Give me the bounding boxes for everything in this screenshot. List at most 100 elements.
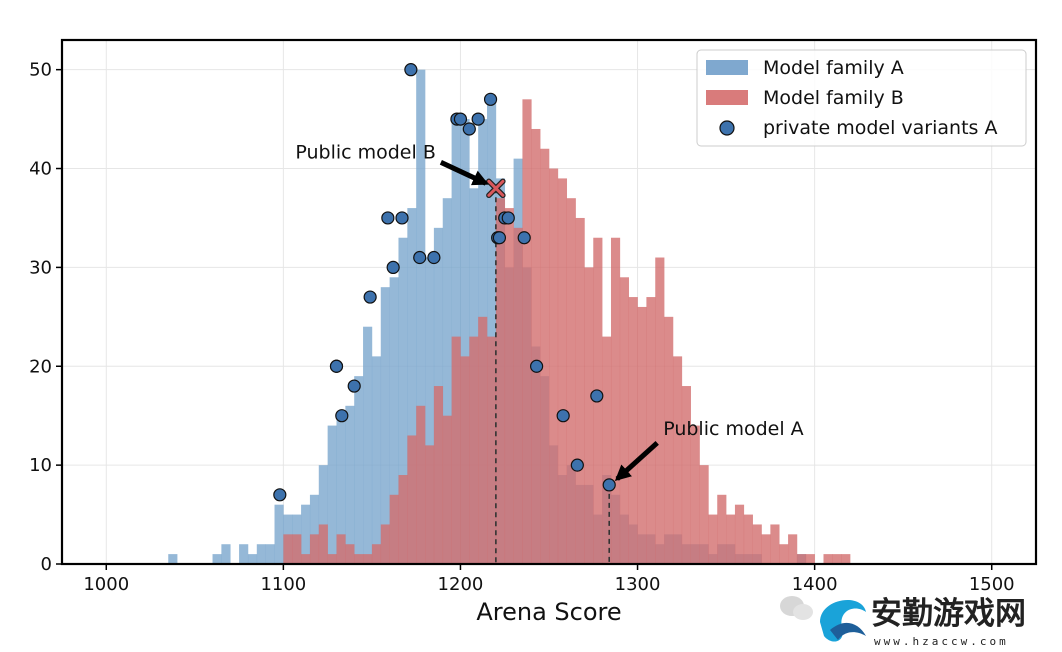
x-tick-label: 1000 — [83, 574, 129, 595]
private-variant-point — [590, 389, 604, 403]
family-b-bar — [549, 168, 559, 564]
family-b-bar — [460, 356, 470, 564]
private-variant-point — [395, 211, 409, 225]
family-b-bar — [610, 237, 621, 565]
legend-swatch — [706, 60, 748, 75]
family-b-bar — [487, 336, 497, 564]
x-axis-label: Arena Score — [476, 598, 621, 626]
family-b-bar — [557, 178, 568, 564]
legend: Model family A Model family B private mode… — [696, 49, 1027, 147]
family-b-bar — [779, 544, 789, 564]
legend-marker — [719, 120, 735, 136]
family-b-bar — [681, 386, 691, 564]
watermark-logo-swoosh — [830, 622, 866, 640]
family-b-bar — [699, 465, 709, 564]
y-tick-label: 40 — [29, 159, 52, 180]
x-tick-label: 1300 — [615, 574, 661, 595]
family-b-bar — [371, 544, 382, 564]
family-b-bar — [841, 554, 851, 564]
family-a-bar — [380, 287, 390, 564]
family-b-bar — [380, 524, 390, 564]
family-b-bar — [336, 534, 346, 564]
private-variant-point — [404, 63, 418, 77]
y-tick-label: 50 — [29, 60, 52, 81]
family-b-bar — [407, 435, 417, 564]
family-a-bar — [265, 544, 275, 564]
family-b-bar — [433, 386, 444, 564]
family-a-bar — [327, 425, 337, 564]
family-a-bar — [345, 405, 355, 564]
family-b-bar — [469, 336, 479, 564]
y-tick-label: 10 — [29, 455, 52, 476]
private-variant-point — [501, 211, 515, 225]
public-model-a-label: Public model A — [663, 418, 803, 440]
family-b-bar — [283, 534, 293, 564]
family-a-bar — [336, 415, 346, 564]
family-a-bar — [247, 554, 258, 564]
family-a-bar — [371, 356, 382, 564]
private-variant-point — [530, 359, 544, 373]
family-a-bar — [416, 69, 426, 565]
family-b-bar — [708, 514, 718, 564]
family-a-bar — [363, 326, 373, 564]
private-variant-points — [273, 63, 616, 502]
family-a-bar — [309, 494, 320, 564]
family-a-bar — [389, 277, 399, 564]
family-b-bar — [301, 554, 311, 564]
private-variant-point — [329, 359, 344, 373]
family-b-bar — [637, 306, 647, 564]
family-b-bar — [416, 405, 426, 564]
family-b-bar — [495, 198, 506, 565]
family-b-bar — [318, 524, 328, 564]
family-b-bar — [513, 227, 523, 564]
private-variant-point — [347, 379, 361, 393]
annotations: Public model B Public model A — [295, 141, 804, 482]
reference-lines — [495, 188, 611, 564]
family-a-bar — [354, 376, 364, 564]
private-variant-point — [335, 409, 349, 423]
family-b-bar — [770, 524, 780, 564]
family-b-bar — [398, 475, 408, 564]
family-b-bar — [309, 534, 320, 564]
family-b-bar — [504, 208, 514, 564]
watermark: 安勤游戏网 www.hzaccw.com — [780, 595, 1026, 648]
family-a-bar — [487, 99, 497, 565]
family-b-bar — [522, 99, 532, 565]
family-a-bar — [168, 554, 178, 564]
family-a-bar — [407, 208, 417, 564]
legend-label: Model family B — [763, 87, 904, 109]
family-b-bar — [805, 554, 815, 564]
private-variant-point — [483, 92, 498, 106]
private-variant-point — [492, 231, 507, 245]
family-b-bar — [743, 514, 753, 564]
family-b-bar — [345, 544, 355, 564]
family-b-bar — [363, 554, 373, 564]
y-tick-label: 30 — [29, 257, 52, 278]
family-b-bar — [540, 148, 550, 565]
family-b-bar — [752, 524, 762, 564]
private-variant-point — [413, 250, 427, 265]
family-b-bar — [292, 534, 302, 564]
private-variant-point — [462, 122, 476, 136]
legend-label: Model family A — [763, 57, 904, 79]
watermark-url: www.hzaccw.com — [874, 635, 1009, 648]
family-b-bar — [672, 356, 683, 564]
family-a-bar — [425, 257, 435, 564]
wechat-icon-second — [793, 604, 813, 620]
y-tick-label: 20 — [29, 356, 52, 377]
family-b-bar — [354, 554, 364, 564]
family-a-bar — [256, 544, 266, 564]
axes: 1000 1100 1200 1300 1400 1500 0 10 20 30 40 50 — [29, 38, 1038, 595]
family-a-bar — [239, 544, 249, 564]
family-b-bar — [425, 445, 435, 564]
family-b-bar — [566, 198, 576, 565]
family-b-bar — [796, 554, 807, 564]
private-variant-point — [363, 290, 377, 304]
private-variant-point — [602, 478, 616, 492]
family-b-bar — [628, 297, 638, 564]
family-b-bar — [575, 217, 585, 564]
x-tick-label: 1500 — [969, 574, 1015, 595]
family-b-bar — [664, 316, 674, 564]
plot-frame — [60, 38, 1038, 566]
private-variant-point — [471, 112, 485, 126]
